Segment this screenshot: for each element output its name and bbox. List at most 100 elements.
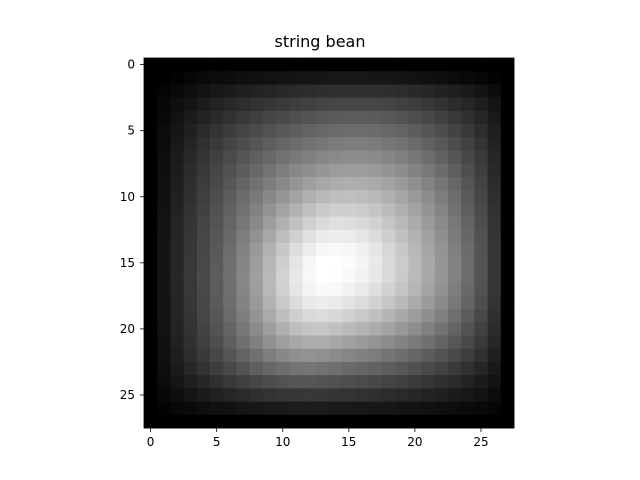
heatmap-cell bbox=[302, 401, 317, 416]
heatmap-cell bbox=[395, 295, 409, 310]
heatmap-cell bbox=[249, 375, 264, 389]
heatmap-cell bbox=[157, 84, 171, 98]
heatmap-cell bbox=[461, 256, 475, 270]
heatmap-cell bbox=[368, 163, 383, 178]
heatmap-cell bbox=[210, 361, 224, 376]
heatmap-cell bbox=[276, 335, 290, 350]
x-tick-label: 20 bbox=[407, 435, 422, 449]
heatmap-cell bbox=[368, 203, 383, 217]
heatmap-cell bbox=[170, 190, 184, 204]
heatmap-cell bbox=[302, 229, 317, 244]
heatmap-cell bbox=[487, 97, 502, 112]
heatmap-cell bbox=[249, 190, 264, 204]
heatmap-cell bbox=[157, 335, 171, 350]
heatmap-cell bbox=[249, 243, 264, 257]
heatmap-cell bbox=[408, 203, 422, 217]
heatmap-cell bbox=[408, 256, 422, 270]
heatmap-cell bbox=[157, 190, 171, 204]
heatmap-cell bbox=[196, 295, 211, 310]
heatmap-cell bbox=[183, 375, 198, 389]
heatmap-cell bbox=[249, 361, 264, 376]
heatmap-cell bbox=[249, 269, 264, 283]
heatmap-cell bbox=[157, 58, 171, 72]
heatmap-cell bbox=[474, 124, 488, 138]
heatmap-cell bbox=[355, 401, 369, 416]
heatmap-cell bbox=[289, 322, 303, 336]
heatmap-cell bbox=[421, 335, 436, 350]
heatmap-cell bbox=[196, 110, 211, 125]
heatmap-cell bbox=[355, 322, 369, 336]
heatmap-cell bbox=[289, 269, 303, 283]
heatmap-cell bbox=[170, 388, 184, 402]
heatmap-cell bbox=[368, 229, 383, 244]
heatmap-cell bbox=[395, 269, 409, 283]
heatmap-cell bbox=[183, 322, 198, 336]
heatmap-cell bbox=[210, 124, 224, 138]
heatmap-cell bbox=[210, 309, 224, 323]
heatmap-cell bbox=[183, 71, 198, 85]
heatmap-cell bbox=[368, 124, 383, 138]
heatmap-cell bbox=[474, 110, 488, 125]
heatmap-cell bbox=[157, 388, 171, 402]
heatmap-cell bbox=[474, 401, 488, 416]
heatmap-cell bbox=[408, 348, 422, 363]
heatmap-cell bbox=[447, 269, 462, 283]
heatmap-cell bbox=[210, 414, 224, 429]
x-tick-label: 15 bbox=[341, 435, 356, 449]
heatmap-cell bbox=[381, 269, 396, 283]
heatmap-cell bbox=[461, 282, 475, 297]
heatmap-cell bbox=[210, 203, 224, 217]
heatmap-cell bbox=[236, 295, 251, 310]
heatmap-cell bbox=[223, 97, 237, 112]
heatmap-cell bbox=[144, 84, 158, 98]
heatmap-cell bbox=[289, 216, 303, 231]
heatmap-cell bbox=[395, 348, 409, 363]
heatmap-cell bbox=[144, 137, 158, 151]
heatmap-cell bbox=[368, 348, 383, 363]
heatmap-cell bbox=[144, 229, 158, 244]
heatmap-cell bbox=[461, 84, 475, 98]
heatmap-cell bbox=[461, 361, 475, 376]
heatmap-cell bbox=[289, 295, 303, 310]
heatmap-cell bbox=[408, 163, 422, 178]
y-tick-label: 25 bbox=[120, 388, 135, 402]
heatmap-cell bbox=[170, 58, 184, 72]
heatmap-cell bbox=[196, 256, 211, 270]
heatmap-cell bbox=[342, 335, 356, 350]
heatmap-cell bbox=[329, 97, 343, 112]
heatmap-cell bbox=[474, 243, 488, 257]
heatmap-cell bbox=[500, 124, 515, 138]
heatmap-cell bbox=[315, 71, 330, 85]
heatmap-cell bbox=[368, 414, 383, 429]
heatmap-cell bbox=[329, 322, 343, 336]
heatmap-cell bbox=[447, 176, 462, 191]
heatmap-cell bbox=[500, 256, 515, 270]
heatmap-cell bbox=[183, 295, 198, 310]
heatmap-cell bbox=[487, 401, 502, 416]
heatmap-cell bbox=[157, 361, 171, 376]
heatmap-cell bbox=[487, 163, 502, 178]
heatmap-cell bbox=[434, 243, 449, 257]
x-tick-label: 5 bbox=[213, 435, 221, 449]
heatmap-cell bbox=[434, 295, 449, 310]
heatmap-cell bbox=[315, 229, 330, 244]
heatmap-cell bbox=[236, 97, 251, 112]
heatmap-cell bbox=[368, 256, 383, 270]
heatmap-cell bbox=[236, 414, 251, 429]
heatmap-cell bbox=[196, 269, 211, 283]
heatmap-cell bbox=[395, 361, 409, 376]
heatmap-cell bbox=[289, 229, 303, 244]
heatmap-cell bbox=[408, 110, 422, 125]
heatmap-cell bbox=[329, 124, 343, 138]
heatmap-cell bbox=[408, 361, 422, 376]
heatmap-cell bbox=[236, 176, 251, 191]
heatmap-cell bbox=[342, 309, 356, 323]
heatmap-cell bbox=[487, 110, 502, 125]
x-tick-label: 25 bbox=[473, 435, 488, 449]
heatmap-cell bbox=[170, 71, 184, 85]
heatmap-cell bbox=[157, 243, 171, 257]
heatmap-cell bbox=[262, 375, 277, 389]
heatmap-cell bbox=[408, 176, 422, 191]
